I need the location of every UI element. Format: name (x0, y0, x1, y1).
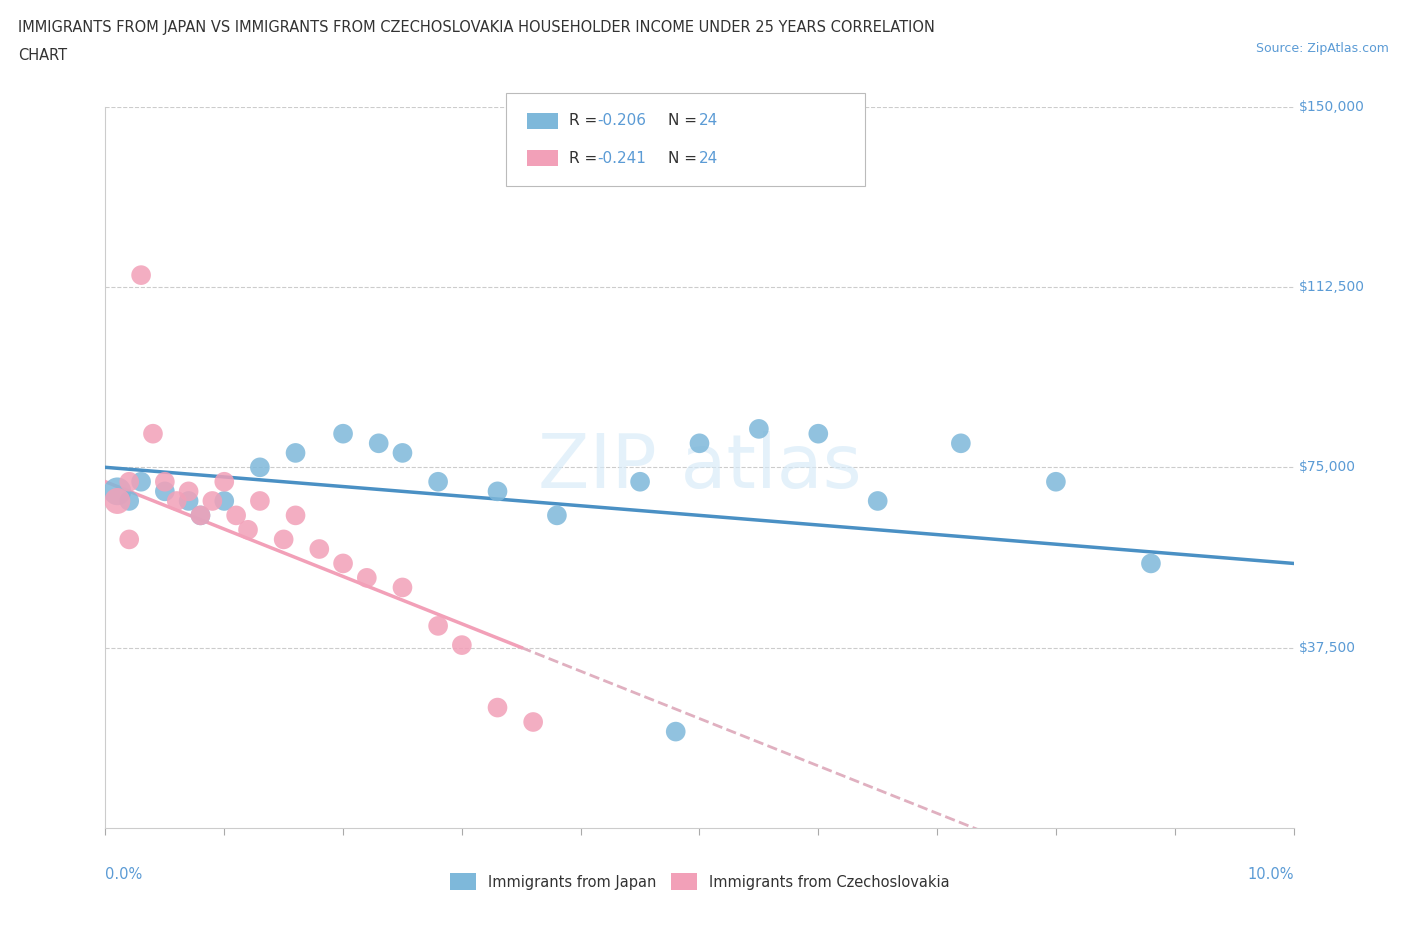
Point (748, 421, 770, 436)
Point (177, 484, 200, 498)
Point (153, 474, 176, 489)
Point (129, 268, 152, 283)
Point (332, 556, 354, 571)
Point (249, 460, 271, 475)
Point (308, 541, 330, 556)
Point (249, 494, 271, 509)
Point (427, 618, 450, 633)
Text: $37,500: $37,500 (1299, 641, 1357, 655)
Point (356, 570, 378, 585)
Point (949, 436, 972, 451)
Point (486, 700, 509, 715)
Point (201, 494, 224, 509)
Point (546, 508, 568, 523)
Point (1140, 556, 1163, 571)
Text: 24: 24 (699, 113, 718, 128)
Point (427, 474, 450, 489)
Point (1045, 474, 1067, 489)
Point (177, 494, 200, 509)
Point (225, 508, 247, 523)
Point (129, 474, 152, 489)
Point (367, 436, 389, 451)
Text: $75,000: $75,000 (1299, 460, 1357, 474)
Point (105, 494, 128, 509)
Point (391, 445, 413, 460)
Point (486, 484, 509, 498)
Text: -0.206: -0.206 (598, 113, 647, 128)
Text: CHART: CHART (18, 48, 67, 63)
Text: ZIP atlas: ZIP atlas (537, 431, 862, 504)
Text: Source: ZipAtlas.com: Source: ZipAtlas.com (1256, 42, 1389, 55)
Point (522, 714, 544, 729)
Point (284, 445, 307, 460)
Point (118, 494, 141, 509)
Text: R =: R = (569, 151, 603, 166)
Point (284, 508, 307, 523)
Point (190, 508, 212, 523)
Text: R =: R = (569, 113, 603, 128)
Point (391, 580, 413, 595)
Text: -0.241: -0.241 (598, 151, 647, 166)
Text: 0.0%: 0.0% (105, 868, 142, 883)
Point (105, 484, 128, 498)
Point (807, 426, 830, 441)
Point (450, 638, 472, 653)
Point (273, 532, 295, 547)
Legend: Immigrants from Japan, Immigrants from Czechoslovakia: Immigrants from Japan, Immigrants from C… (444, 868, 955, 897)
Text: 24: 24 (699, 151, 718, 166)
Point (214, 474, 236, 489)
Text: $150,000: $150,000 (1299, 100, 1365, 114)
Point (689, 436, 711, 451)
Text: N =: N = (668, 151, 702, 166)
Point (142, 426, 165, 441)
Point (866, 494, 889, 509)
Point (214, 494, 236, 509)
Point (118, 474, 141, 489)
Text: N =: N = (668, 113, 702, 128)
Point (332, 426, 354, 441)
Point (665, 724, 688, 739)
Point (153, 484, 176, 498)
Point (166, 494, 188, 509)
Text: 10.0%: 10.0% (1247, 868, 1294, 883)
Point (190, 508, 212, 523)
Point (236, 523, 259, 538)
Point (628, 474, 651, 489)
Point (118, 532, 141, 547)
Text: $112,500: $112,500 (1299, 280, 1365, 294)
Text: IMMIGRANTS FROM JAPAN VS IMMIGRANTS FROM CZECHOSLOVAKIA HOUSEHOLDER INCOME UNDER: IMMIGRANTS FROM JAPAN VS IMMIGRANTS FROM… (18, 20, 935, 35)
